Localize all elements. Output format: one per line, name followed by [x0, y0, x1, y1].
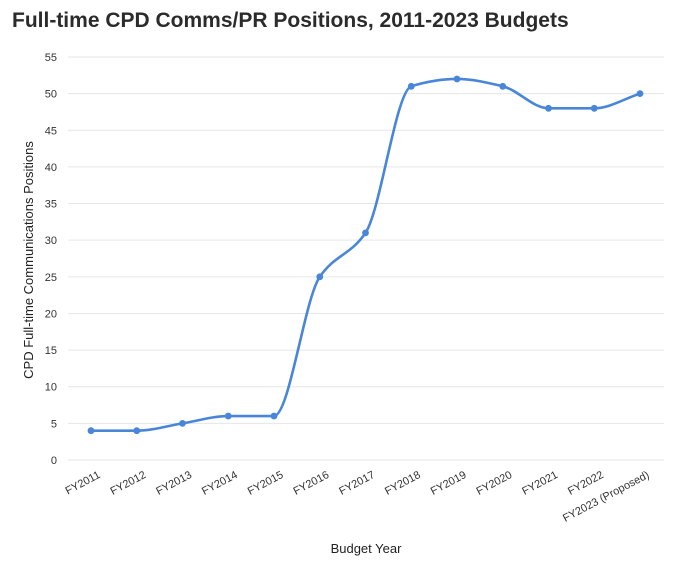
y-axis-ticks: 0 5 10 15 20 25 30 35 40 45 50 55 [45, 52, 57, 467]
data-point[interactable] [407, 82, 415, 90]
x-tick-label: FY2017 [337, 469, 377, 498]
y-tick-label: 5 [51, 418, 57, 430]
x-tick-label: FY2021 [520, 469, 560, 498]
x-tick-label: FY2020 [475, 469, 515, 498]
y-tick-label: 45 [45, 125, 57, 137]
data-points [87, 75, 644, 435]
series-line-layer [89, 77, 642, 432]
data-point[interactable] [224, 412, 232, 420]
data-point[interactable] [270, 412, 278, 420]
data-point[interactable] [316, 273, 324, 281]
x-tick-label: FY2014 [200, 469, 240, 498]
x-axis-label: Budget Year [331, 541, 403, 556]
chart-title: Full-time CPD Comms/PR Positions, 2011-2… [12, 9, 569, 32]
data-point[interactable] [362, 229, 369, 237]
data-point[interactable] [87, 427, 95, 435]
data-point[interactable] [133, 427, 141, 435]
y-tick-label: 0 [51, 455, 57, 467]
data-point[interactable] [453, 75, 461, 83]
x-tick-label: FY2013 [154, 469, 194, 498]
data-point[interactable] [636, 90, 644, 98]
x-tick-label: FY2018 [383, 469, 423, 498]
x-axis-ticks: FY2011 FY2012 FY2013 FY2014 FY2015 FY2016 FY20… [63, 469, 651, 525]
x-tick-label: FY2015 [246, 469, 286, 498]
y-tick-label: 20 [45, 308, 57, 320]
series-line [89, 77, 642, 432]
x-tick-label: FY2012 [109, 469, 149, 498]
y-tick-label: 35 [45, 199, 57, 211]
y-tick-label: 15 [45, 345, 57, 357]
y-tick-label: 25 [45, 272, 57, 284]
data-point[interactable] [590, 104, 598, 112]
gridlines [68, 56, 664, 461]
x-tick-label: FY2019 [429, 469, 469, 498]
x-tick-label: FY2023 (Proposed) [561, 469, 651, 525]
y-tick-label: 55 [45, 52, 57, 64]
data-point[interactable] [499, 82, 507, 90]
y-tick-label: 10 [45, 382, 57, 394]
y-tick-label: 50 [45, 89, 57, 101]
data-point[interactable] [545, 104, 552, 112]
data-point[interactable] [179, 419, 186, 427]
y-tick-label: 30 [45, 235, 57, 247]
y-tick-label: 40 [45, 162, 57, 174]
x-tick-label: FY2016 [292, 469, 332, 498]
x-tick-label: FY2011 [63, 469, 102, 497]
y-axis-label: CPD Full-time Communications Positions [21, 141, 36, 379]
